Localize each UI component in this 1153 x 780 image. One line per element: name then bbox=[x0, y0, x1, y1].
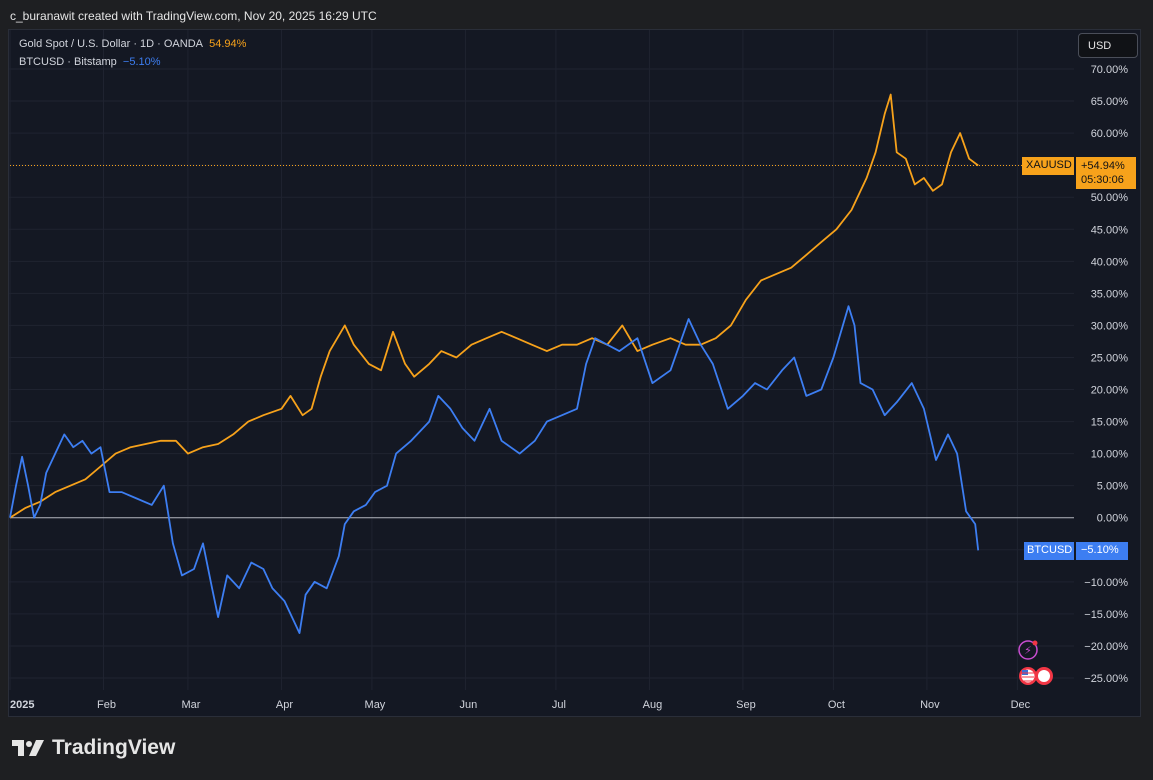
y-tick-label: 15.00% bbox=[1091, 417, 1129, 429]
y-tick-label: −10.00% bbox=[1084, 577, 1128, 589]
x-tick-label: Jul bbox=[552, 699, 566, 711]
tradingview-logo[interactable]: TradingView bbox=[12, 736, 175, 760]
x-tick-label: Dec bbox=[1011, 699, 1031, 711]
y-tick-label: 30.00% bbox=[1091, 320, 1129, 332]
x-axis: 2025 Feb Mar Apr May Jun Jul Aug Sep Oct Nov Dec bbox=[10, 699, 1031, 711]
y-tick-label: −25.00% bbox=[1084, 673, 1128, 685]
tv-logo-icon bbox=[12, 740, 44, 756]
y-tick-label: 40.00% bbox=[1091, 256, 1129, 268]
gold-countdown-label: 05:30:06 bbox=[1081, 174, 1124, 186]
x-tick-label: Nov bbox=[920, 699, 940, 711]
x-tick-label: Feb bbox=[97, 699, 116, 711]
y-tick-label: 50.00% bbox=[1091, 192, 1129, 204]
x-tick-label: Jun bbox=[460, 699, 478, 711]
btc-series-line bbox=[9, 305, 980, 634]
lightning-glyph: ⚡ bbox=[1024, 644, 1032, 657]
legend-btc-value: −5.10% bbox=[122, 56, 161, 68]
legend-gold-name: Gold Spot / U.S. Dollar · 1D · OANDA bbox=[19, 38, 203, 50]
y-tick-label: 60.00% bbox=[1091, 128, 1129, 140]
series-lines bbox=[9, 93, 1074, 634]
y-tick-label: 20.00% bbox=[1091, 385, 1129, 397]
y-tick-label: −20.00% bbox=[1084, 641, 1128, 653]
y-tick-label: 25.00% bbox=[1091, 352, 1129, 364]
x-tick-label: Aug bbox=[643, 699, 663, 711]
y-tick-label: 70.00% bbox=[1091, 64, 1129, 76]
lightning-icon bbox=[1018, 640, 1038, 660]
grid-lines bbox=[9, 30, 1074, 690]
chart-svg[interactable]: 2025 Feb Mar Apr May Jun Jul Aug Sep Oct Nov Dec 70… bbox=[0, 0, 1153, 720]
legend-gold[interactable]: Gold Spot / U.S. Dollar · 1D · OANDA 54.… bbox=[19, 38, 246, 50]
legend-btc-name: BTCUSD · Bitstamp bbox=[19, 56, 117, 68]
event-icons: ⚡ bbox=[1018, 640, 1053, 685]
y-tick-label: 5.00% bbox=[1097, 481, 1128, 493]
y-tick-label: 35.00% bbox=[1091, 288, 1129, 300]
x-tick-label: Apr bbox=[276, 699, 293, 711]
x-tick-label: Mar bbox=[181, 699, 200, 711]
y-tick-label: −15.00% bbox=[1084, 609, 1128, 621]
y-tick-label: 45.00% bbox=[1091, 224, 1129, 236]
gold-symbol-tag: XAUUSD bbox=[1022, 157, 1074, 175]
x-tick-label: Oct bbox=[828, 699, 845, 711]
chart-panel[interactable] bbox=[8, 29, 1141, 717]
header-attribution: c_buranawit created with TradingView.com… bbox=[10, 9, 377, 23]
legend-btc[interactable]: BTCUSD · Bitstamp −5.10% bbox=[19, 56, 161, 68]
y-axis: 70.00%65.00%60.00%55.00%50.00%45.00%40.0… bbox=[1084, 64, 1128, 685]
y-tick-label: 10.00% bbox=[1091, 449, 1129, 461]
x-tick-label: May bbox=[365, 699, 386, 711]
currency-button[interactable]: USD bbox=[1078, 33, 1138, 58]
y-tick-label: 65.00% bbox=[1091, 96, 1129, 108]
x-tick-label: 2025 bbox=[10, 699, 34, 711]
y-tick-label: 0.00% bbox=[1097, 513, 1128, 525]
legend-gold-value: 54.94% bbox=[209, 38, 247, 50]
us-flag-inner bbox=[1038, 670, 1050, 682]
x-tick-label: Sep bbox=[736, 699, 756, 711]
btc-value-tag: −5.10% bbox=[1076, 542, 1128, 560]
gold-series-line bbox=[9, 93, 979, 519]
gold-value-tag: +54.94% 05:30:06 bbox=[1076, 157, 1136, 189]
btc-symbol-tag: BTCUSD bbox=[1024, 542, 1074, 560]
notification-dot bbox=[1032, 640, 1038, 646]
gold-value-label: +54.94% bbox=[1081, 160, 1125, 172]
brand-name: TradingView bbox=[52, 736, 176, 759]
